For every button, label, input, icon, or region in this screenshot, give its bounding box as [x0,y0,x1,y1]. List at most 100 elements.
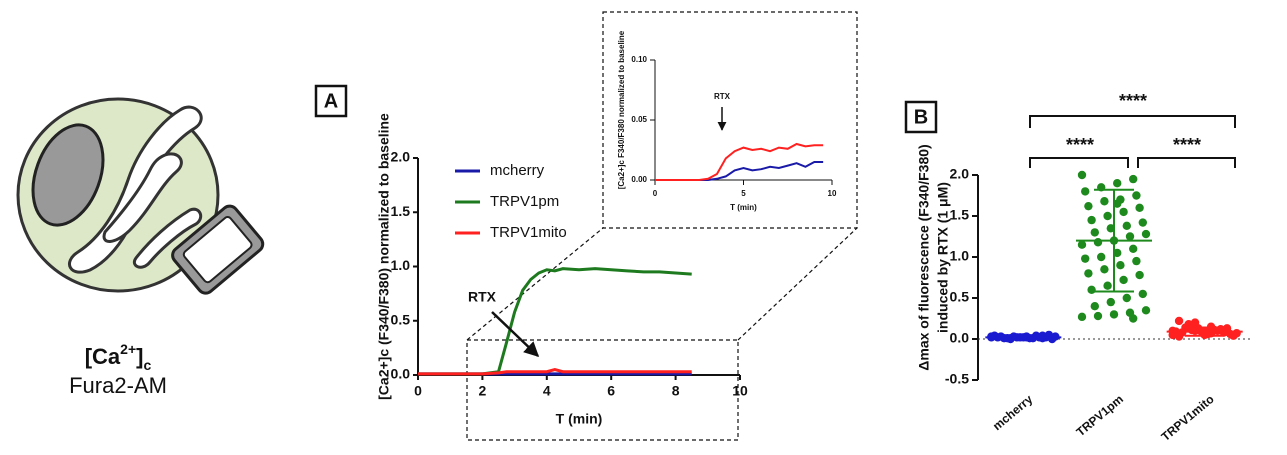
data-point [1087,285,1096,294]
data-point [1119,275,1128,285]
y-tick-label: 0.5 [391,311,411,327]
series-line [655,161,824,181]
y-axis-label: [Ca2+]c F340/F380 normalized to baseline [617,30,626,189]
series-line [655,142,824,181]
data-point [1141,229,1151,239]
data-point [1119,207,1128,217]
legend-label: mcherry [490,162,545,179]
significance-label: **** [1066,135,1094,155]
data-point [1122,293,1132,303]
x-tick-label: TRPV1mito [1159,392,1217,444]
data-point [1087,215,1096,225]
y-tick-label: 0.0 [391,366,411,382]
panel-label: B [914,106,928,128]
data-point [1077,240,1087,249]
y-tick-label: 0.0 [950,330,970,346]
data-point [1113,179,1122,188]
data-point [1077,312,1087,322]
y-tick-label: 1.0 [950,248,970,264]
data-point [1077,170,1087,180]
y-tick-label: 2.0 [950,166,970,182]
data-point [1116,261,1125,270]
data-point [1100,197,1109,206]
cell-label: [Ca2+]c [85,341,152,373]
cell-illustration [16,97,265,295]
data-point [1090,302,1100,311]
data-point [1135,270,1144,280]
data-point [1174,332,1184,341]
data-point [1109,310,1119,319]
cell-label-part: ] [136,344,143,369]
x-tick-label: 0 [414,383,422,399]
data-point [1113,248,1122,258]
x-tick-label: 6 [607,383,615,399]
y-axis-label: [Ca2+]c (F340/F380) normalized to baseli… [376,113,392,400]
series-line [418,368,692,376]
data-point [1100,265,1109,274]
data-point [1125,232,1135,241]
data-point [1141,306,1151,315]
panel-label: A [324,90,338,112]
data-point [1122,221,1132,231]
cell-dye: Fura2-AM [69,373,167,398]
data-point [1081,187,1090,196]
y-axis-label: induced by RTX (1 μM) [935,182,951,333]
data-point [1138,289,1148,299]
y-tick-label: -0.5 [945,371,969,387]
x-tick-label: 2 [479,383,487,399]
y-tick-label: 0.10 [631,55,647,64]
data-point [1138,218,1148,227]
significance-label: **** [1173,135,1201,155]
error-bar [1094,188,1134,293]
x-tick-label: mcherry [990,392,1036,433]
data-point [1106,297,1116,307]
y-tick-label: 0.05 [631,115,647,124]
annotation: RTX [714,92,731,101]
y-axis-label: Δmax of fluorescence (F340/F380) [916,144,932,370]
x-tick-label: 8 [672,383,680,399]
x-tick-label: TRPV1pm [1074,392,1126,439]
error-bar [1184,326,1225,337]
data-point [1222,324,1232,333]
data-point [1129,244,1138,253]
data-point [1113,199,1122,208]
data-point [1132,256,1141,266]
x-tick-label: 5 [741,189,746,198]
y-tick-label: 1.5 [391,203,411,219]
legend-label: TRPV1mito [490,224,567,241]
x-tick-label: 4 [543,383,551,399]
data-point [1093,311,1103,321]
panel-box [314,84,348,118]
data-point [1132,191,1141,200]
data-point [1081,254,1090,263]
data-point [1097,252,1106,262]
x-axis-label: T (min) [730,203,757,212]
cell-label-part: c [143,357,151,373]
significance-label: **** [1119,91,1147,111]
data-point [1093,238,1103,247]
data-point [1129,314,1138,323]
data-point [1232,329,1241,338]
zoom-guides [466,11,858,441]
cell-label-part: [Ca [85,344,121,369]
cell-label-part: 2+ [120,341,136,357]
x-axis-label: T (min) [556,411,603,427]
y-tick-label: 1.0 [391,257,411,273]
error-bar [1003,334,1044,340]
x-tick-label: 10 [732,383,748,399]
y-tick-label: 0.5 [950,289,970,305]
panel-box [904,100,938,134]
data-point [1135,203,1144,212]
x-tick-label: 0 [653,189,658,198]
y-tick-label: 1.5 [950,207,970,223]
y-tick-label: 2.0 [391,149,411,165]
data-point [1106,224,1116,233]
significance-brackets [1029,115,1236,168]
x-tick-label: 10 [828,189,837,198]
data-point [1103,211,1112,221]
legend-label: TRPV1pm [490,193,559,210]
data-point [1084,269,1093,278]
series-line [418,267,692,376]
data-point [1174,316,1184,326]
